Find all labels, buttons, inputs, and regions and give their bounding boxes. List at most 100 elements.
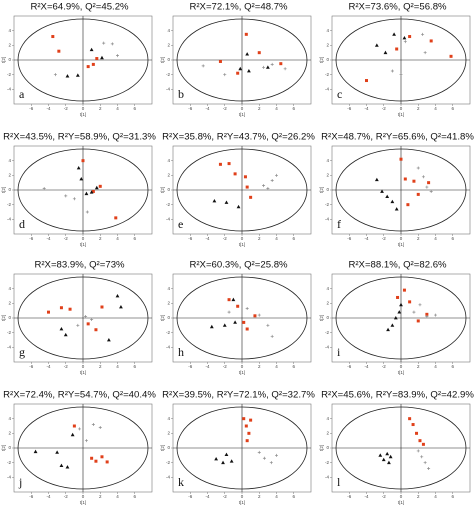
point xyxy=(222,323,227,327)
point xyxy=(227,298,231,302)
point xyxy=(365,79,368,83)
panel: R²X=83.9%, Q²=73% -6 -4 -2 0 2 4 6 -4 -2 0 2 4 t[1] t[… xyxy=(1,260,153,375)
point xyxy=(85,210,89,214)
point xyxy=(275,453,278,457)
x-tick-label: 6 xyxy=(292,236,295,241)
point xyxy=(283,67,287,71)
point xyxy=(421,32,425,36)
point xyxy=(94,459,98,463)
x-axis-label: t[1] xyxy=(398,112,404,117)
x-tick-label: 2 xyxy=(99,236,102,241)
point xyxy=(270,178,274,182)
y-tick-label: 4 xyxy=(326,286,329,291)
y-tick-label: 4 xyxy=(167,28,170,33)
x-tick-label: -4 xyxy=(46,494,50,499)
x-tick-label: 6 xyxy=(133,106,136,111)
point xyxy=(393,316,398,320)
y-tick-label: 2 xyxy=(8,173,11,178)
panel-title: R²X=72.1%, Q²=48.7% xyxy=(189,2,288,13)
point xyxy=(81,159,85,163)
x-tick-label: 6 xyxy=(292,106,295,111)
x-axis-label: t[1] xyxy=(398,370,404,375)
panel: R²X=35.8%, R²Y=43.7%, Q²=26.2% -6 -4 -2 0 2 4 6… xyxy=(160,132,315,248)
x-tick-label: 0 xyxy=(241,106,244,111)
point xyxy=(418,303,422,307)
x-tick-label: 2 xyxy=(417,364,420,369)
y-tick-label: 0 xyxy=(8,315,11,320)
y-axis-label: t[2] xyxy=(1,315,6,321)
x-tick-label: -6 xyxy=(347,494,351,499)
panel: R²X=88.1%, Q²=82.6% -6 -4 -2 0 2 4 6 -4 -2 0 2 4 t[1]… xyxy=(319,260,471,375)
point xyxy=(70,432,75,437)
x-tick-label: -2 xyxy=(223,494,227,499)
x-axis-label: t[1] xyxy=(398,500,404,505)
point xyxy=(236,204,241,209)
y-axis-label: t[2] xyxy=(1,187,6,193)
x-tick-label: 0 xyxy=(241,494,244,499)
point xyxy=(68,307,72,311)
point xyxy=(421,175,425,179)
point xyxy=(425,312,429,316)
y-axis-label: t[2] xyxy=(319,57,324,63)
x-tick-label: 4 xyxy=(275,494,278,499)
point xyxy=(423,461,427,465)
x-tick-label: 0 xyxy=(82,236,85,241)
point xyxy=(231,297,236,302)
y-tick-label: 4 xyxy=(326,158,329,163)
y-tick-label: 2 xyxy=(8,301,11,306)
y-tick-label: 2 xyxy=(8,43,11,48)
x-tick-label: 2 xyxy=(99,106,102,111)
y-tick-label: -4 xyxy=(325,87,329,92)
y-tick-label: -2 xyxy=(7,72,11,77)
panel-title: R²X=72.4%, R²Y=54.7%, Q²=40.4% xyxy=(3,390,156,401)
x-axis-label: t[1] xyxy=(239,112,245,117)
x-tick-label: -4 xyxy=(364,364,368,369)
point xyxy=(212,199,217,203)
point xyxy=(236,71,240,75)
point xyxy=(399,302,403,307)
panel: R²X=64.9%, Q²=45.2% -6 -4 -2 0 2 4 6 -4 -2 0 2 4 t[1]… xyxy=(1,2,153,117)
point xyxy=(253,314,257,318)
panel-label: h xyxy=(178,345,184,359)
x-axis-label: t[1] xyxy=(239,242,245,247)
x-tick-label: 0 xyxy=(400,106,403,111)
point xyxy=(397,310,402,314)
point xyxy=(423,51,427,55)
y-tick-label: 0 xyxy=(167,445,170,450)
y-tick-label: 4 xyxy=(326,416,329,421)
x-tick-label: 6 xyxy=(451,236,454,241)
x-tick-label: -2 xyxy=(223,106,227,111)
point xyxy=(64,194,68,198)
point xyxy=(411,423,415,427)
x-tick-label: -4 xyxy=(46,236,50,241)
point xyxy=(390,199,395,204)
point xyxy=(399,73,403,77)
point xyxy=(47,310,50,314)
x-tick-label: -6 xyxy=(188,236,192,241)
x-tick-label: 6 xyxy=(133,236,136,241)
point xyxy=(402,288,406,292)
x-tick-label: -6 xyxy=(188,494,192,499)
point xyxy=(418,439,422,443)
y-tick-label: -4 xyxy=(166,217,170,222)
panel-label: l xyxy=(337,475,341,489)
point xyxy=(89,47,94,52)
point xyxy=(380,189,384,193)
x-tick-label: 0 xyxy=(400,236,403,241)
x-tick-label: -6 xyxy=(29,364,33,369)
point xyxy=(63,332,68,337)
y-tick-label: -4 xyxy=(166,475,170,480)
x-tick-label: -2 xyxy=(223,364,227,369)
y-tick-label: -4 xyxy=(325,217,329,222)
point xyxy=(408,417,412,421)
point xyxy=(209,324,214,329)
point xyxy=(420,455,424,459)
x-axis-label: t[1] xyxy=(398,242,404,247)
y-tick-label: 2 xyxy=(326,43,329,48)
point xyxy=(224,200,229,204)
point xyxy=(403,40,407,44)
point xyxy=(265,65,270,69)
y-tick-label: 4 xyxy=(167,286,170,291)
y-tick-label: -2 xyxy=(166,72,170,77)
y-tick-label: -2 xyxy=(166,202,170,207)
